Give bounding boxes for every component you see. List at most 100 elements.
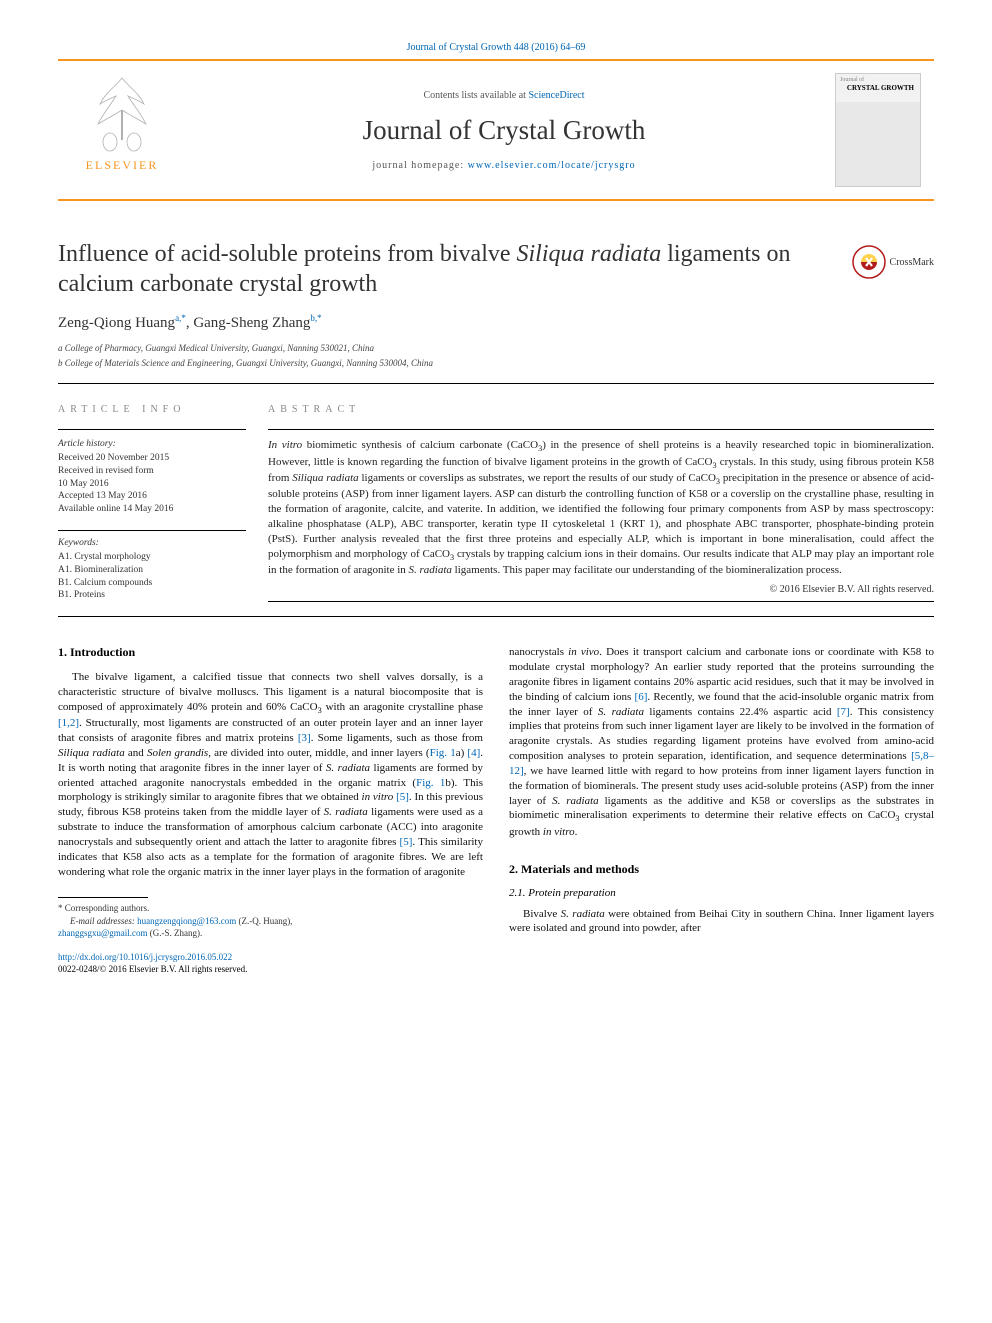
keywords-header: Keywords: [58, 537, 246, 550]
section-1-heading: 1. Introduction [58, 645, 483, 660]
keywords-block: Keywords: A1. Crystal morphology A1. Bio… [58, 537, 246, 602]
abs-species1: Siliqua radiata [292, 472, 358, 484]
title-species: Siliqua radiata [517, 241, 662, 267]
footnote-separator [58, 897, 148, 898]
i2d: ligaments contains 22.4% aspartic acid [644, 706, 837, 718]
i1-sp2: Solen grandis [147, 747, 208, 759]
ref-3[interactable]: [3] [298, 732, 311, 744]
email-2-who: (G.-S. Zhang). [148, 928, 203, 938]
ref-7[interactable]: [7] [837, 706, 850, 718]
email-addresses: E-mail addresses: huangzengqiong@163.com… [58, 915, 483, 927]
i1g: a) [456, 747, 468, 759]
history-revised: Received in revised form [58, 465, 246, 478]
history-header: Article history: [58, 438, 246, 451]
i2-sp2: S. radiata [552, 795, 599, 807]
email-label: E-mail addresses: [70, 916, 137, 926]
publisher-logo-col: ELSEVIER [58, 61, 186, 199]
abs-t7: ligaments. This paper may facilitate our… [452, 564, 842, 576]
i1-sp3: S. radiata [326, 762, 370, 774]
methods-para-1: Bivalve S. radiata were obtained from Be… [509, 907, 934, 937]
keyword-2: A1. Biomineralization [58, 564, 246, 577]
i2i: . [575, 826, 578, 838]
i1e: and [125, 747, 147, 759]
article-info-column: ARTICLE INFO Article history: Received 2… [58, 384, 268, 616]
email-1-link[interactable]: huangzengqiong@163.com [137, 916, 236, 926]
body-two-column: 1. Introduction The bivalve ligament, a … [58, 645, 934, 975]
keyword-3: B1. Calcium compounds [58, 577, 246, 590]
issn-copyright: 0022-0248/© 2016 Elsevier B.V. All right… [58, 964, 247, 974]
journal-reference: Journal of Crystal Growth 448 (2016) 64–… [58, 42, 934, 53]
abs-species2: S. radiata [409, 564, 452, 576]
ref-6[interactable]: [6] [635, 691, 648, 703]
keyword-1: A1. Crystal morphology [58, 551, 246, 564]
ref-4[interactable]: [4] [467, 747, 480, 759]
homepage-line: journal homepage: www.elsevier.com/locat… [372, 160, 635, 171]
email-2-line: zhanggsgxu@gmail.com (G.-S. Zhang). [58, 927, 483, 939]
elsevier-tree-icon [86, 70, 158, 156]
i2-invivo: in vivo [568, 646, 599, 658]
divider-bottom [58, 616, 934, 617]
intro-para-2: nanocrystals in vivo. Does it transport … [509, 645, 934, 839]
history-received: Received 20 November 2015 [58, 452, 246, 465]
corresponding-authors: * Corresponding authors. [58, 902, 483, 914]
ref-5a[interactable]: [5] [396, 791, 409, 803]
journal-cover-thumbnail: Journal of CRYSTAL GROWTH [835, 73, 921, 187]
abs-t1: biomimetic synthesis of calcium carbonat… [302, 439, 538, 451]
history-online: Available online 14 May 2016 [58, 503, 246, 516]
email-2-link[interactable]: zhanggsgxu@gmail.com [58, 928, 148, 938]
ref-5b[interactable]: [5] [400, 836, 413, 848]
crossmark-label: CrossMark [890, 257, 934, 268]
contents-prefix: Contents lists available at [423, 90, 528, 101]
abstract-text: In vitro biomimetic synthesis of calcium… [268, 438, 934, 577]
i2-sp1: S. radiata [598, 706, 644, 718]
m1-sp: S. radiata [561, 908, 605, 920]
i2a: nanocrystals [509, 646, 568, 658]
abstract-copyright: © 2016 Elsevier B.V. All rights reserved… [268, 584, 934, 595]
homepage-link[interactable]: www.elsevier.com/locate/jcrysgro [468, 160, 636, 171]
i2-invitro: in vitro [543, 826, 575, 838]
crossmark-badge[interactable]: CrossMark [852, 245, 934, 279]
elsevier-wordmark: ELSEVIER [86, 158, 159, 173]
subsection-2-1-heading: 2.1. Protein preparation [509, 887, 934, 899]
abstract-column: ABSTRACT In vitro biomimetic synthesis o… [268, 384, 934, 616]
m1a: Bivalve [523, 908, 561, 920]
i1-sp4: S. radiata [324, 806, 368, 818]
journal-header: ELSEVIER Contents lists available at Sci… [58, 59, 934, 201]
author-1: Zeng-Qiong Huang [58, 315, 175, 331]
header-center: Contents lists available at ScienceDirec… [186, 61, 822, 199]
crossmark-icon [852, 245, 886, 279]
keyword-4: B1. Proteins [58, 589, 246, 602]
elsevier-logo: ELSEVIER [74, 70, 170, 190]
i1b: with an aragonite crystalline phase [322, 701, 483, 713]
body-left-column: 1. Introduction The bivalve ligament, a … [58, 645, 483, 975]
i1-sp1: Siliqua radiata [58, 747, 125, 759]
article-info-label: ARTICLE INFO [58, 404, 246, 415]
history-accepted: Accepted 13 May 2016 [58, 490, 246, 503]
cover-title-text: CRYSTAL GROWTH [840, 84, 916, 92]
affiliation-b: b College of Materials Science and Engin… [58, 357, 934, 370]
abs-t4: ligaments or coverslips as substrates, w… [359, 472, 716, 484]
cover-thumb-col: Journal of CRYSTAL GROWTH [822, 61, 934, 199]
article-title: Influence of acid-soluble proteins from … [58, 239, 832, 299]
ref-1-2[interactable]: [1,2] [58, 717, 79, 729]
affiliation-a: a College of Pharmacy, Guangxi Medical U… [58, 342, 934, 355]
section-2-heading: 2. Materials and methods [509, 862, 934, 877]
journal-title: Journal of Crystal Growth [363, 115, 646, 146]
title-part-1: Influence of acid-soluble proteins from … [58, 241, 517, 267]
article-history: Article history: Received 20 November 20… [58, 438, 246, 516]
i1d: . Some ligaments, such as those from [311, 732, 483, 744]
body-right-column: nanocrystals in vivo. Does it transport … [509, 645, 934, 975]
i1f: , are divided into outer, middle, and in… [208, 747, 429, 759]
author-2-corr-link[interactable]: * [317, 313, 322, 323]
fig-1a-link[interactable]: Fig. 1 [430, 747, 456, 759]
sciencedirect-link[interactable]: ScienceDirect [528, 90, 584, 101]
cover-small-text: Journal of [840, 77, 916, 84]
intro-para-1: The bivalve ligament, a calcified tissue… [58, 670, 483, 879]
abstract-label: ABSTRACT [268, 404, 934, 415]
fig-1b-link[interactable]: Fig. 1 [416, 777, 445, 789]
i1-invitro1: in vitro [362, 791, 394, 803]
homepage-prefix: journal homepage: [372, 160, 467, 171]
doi-link[interactable]: http://dx.doi.org/10.1016/j.jcrysgro.201… [58, 952, 232, 962]
abs-invitro: In vitro [268, 439, 302, 451]
contents-line: Contents lists available at ScienceDirec… [423, 90, 584, 101]
